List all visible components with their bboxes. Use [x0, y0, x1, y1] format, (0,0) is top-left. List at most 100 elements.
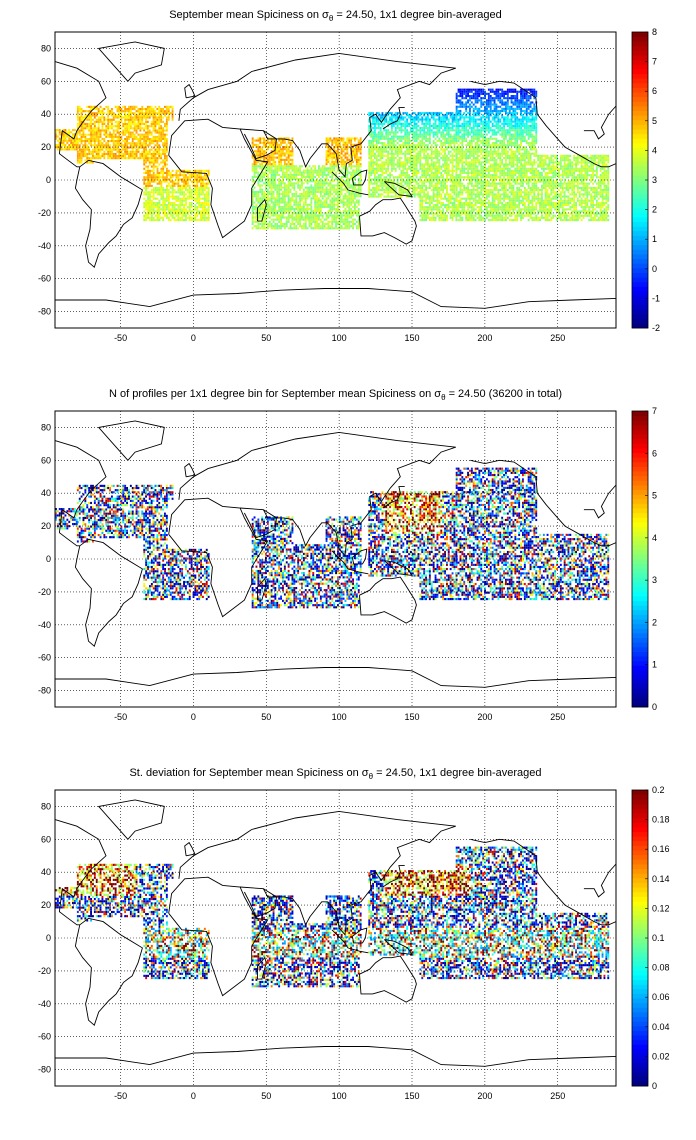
data-cell: [133, 144, 136, 147]
data-cell: [299, 171, 301, 174]
data-cell: [404, 154, 407, 157]
data-cell: [428, 180, 431, 183]
data-cell: [394, 186, 397, 190]
data-cell: [385, 116, 388, 119]
data-cell: [186, 191, 189, 194]
data-cell: [109, 118, 111, 121]
data-cell: [398, 137, 401, 140]
data-cell: [325, 222, 328, 226]
data-cell: [162, 120, 164, 123]
data-cell: [368, 174, 371, 177]
data-cell: [417, 120, 420, 123]
data-cell: [368, 171, 371, 175]
data-cell: [270, 171, 273, 174]
data-cell: [447, 112, 450, 115]
data-cell: [76, 105, 79, 108]
data-cell: [391, 191, 393, 194]
data-cell: [291, 182, 294, 185]
data-cell: [95, 129, 98, 132]
data-cell: [331, 141, 334, 144]
data-cell: [251, 197, 254, 200]
data-cell: [295, 218, 298, 221]
data-cell: [112, 146, 115, 149]
data-cell: [169, 208, 172, 211]
data-cell: [304, 175, 307, 179]
data-cell: [291, 167, 294, 170]
data-cell: [410, 144, 412, 147]
data-cell: [156, 176, 159, 179]
data-cell: [152, 122, 155, 126]
data-cell: [86, 159, 89, 162]
data-cell: [278, 150, 281, 153]
data-cell: [207, 197, 210, 200]
data-cell: [156, 169, 159, 172]
data-cell: [200, 216, 202, 219]
data-cell: [387, 184, 390, 187]
data-cell: [99, 131, 102, 134]
data-cell: [447, 150, 450, 153]
data-cell: [76, 110, 79, 113]
data-cell: [90, 127, 92, 130]
data-cell: [306, 190, 309, 194]
data-cell: [440, 189, 443, 192]
data-cell: [415, 176, 418, 179]
data-cell: [135, 110, 138, 113]
data-cell: [207, 174, 210, 177]
data-cell: [165, 116, 168, 119]
data-cell: [350, 201, 353, 204]
data-cell: [440, 184, 443, 187]
data-cell: [312, 197, 315, 200]
data-cell: [436, 144, 439, 147]
data-cell: [152, 120, 155, 123]
data-cell: [280, 158, 282, 161]
data-cell: [444, 116, 446, 119]
data-cell: [251, 205, 254, 208]
data-cell: [402, 112, 405, 115]
data-cell: [268, 163, 271, 166]
data-cell: [425, 133, 427, 136]
data-cell: [166, 189, 168, 192]
data-cell: [346, 175, 349, 179]
data-cell: [413, 184, 416, 187]
data-cell: [318, 212, 320, 215]
data-cell: [396, 159, 399, 162]
data-cell: [350, 216, 353, 219]
data-cell: [428, 186, 431, 190]
data-cell: [143, 116, 146, 119]
data-cell: [419, 154, 422, 157]
data-cell: [177, 178, 180, 181]
data-cell: [299, 210, 301, 213]
data-cell: [111, 152, 113, 156]
data-cell: [413, 191, 416, 194]
data-cell: [257, 216, 260, 219]
data-cell: [438, 195, 441, 198]
data-cell: [447, 178, 450, 181]
data-cell: [190, 176, 193, 179]
data-cell: [255, 208, 258, 211]
data-cell: [350, 197, 353, 200]
data-cell: [344, 225, 347, 228]
data-cell: [392, 167, 395, 170]
data-cell: [111, 135, 113, 138]
data-cell: [80, 116, 83, 119]
data-cell: [392, 176, 395, 179]
data-cell: [406, 142, 409, 145]
data-cell: [122, 152, 125, 156]
data-cell: [283, 139, 286, 142]
data-cell: [263, 137, 265, 140]
data-cell: [375, 142, 378, 145]
data-cell: [379, 146, 382, 149]
data-cell: [78, 159, 81, 162]
data-cell: [411, 127, 414, 130]
data-cell: [111, 140, 113, 143]
data-cell: [396, 127, 399, 130]
data-cell: [374, 152, 376, 155]
data-cell: [107, 105, 110, 108]
data-cell: [145, 214, 148, 217]
data-cell: [379, 133, 382, 136]
data-cell: [302, 193, 305, 196]
data-cell: [120, 112, 123, 115]
data-cell: [133, 157, 136, 160]
data-cell: [203, 182, 206, 185]
data-cell: [207, 193, 210, 196]
